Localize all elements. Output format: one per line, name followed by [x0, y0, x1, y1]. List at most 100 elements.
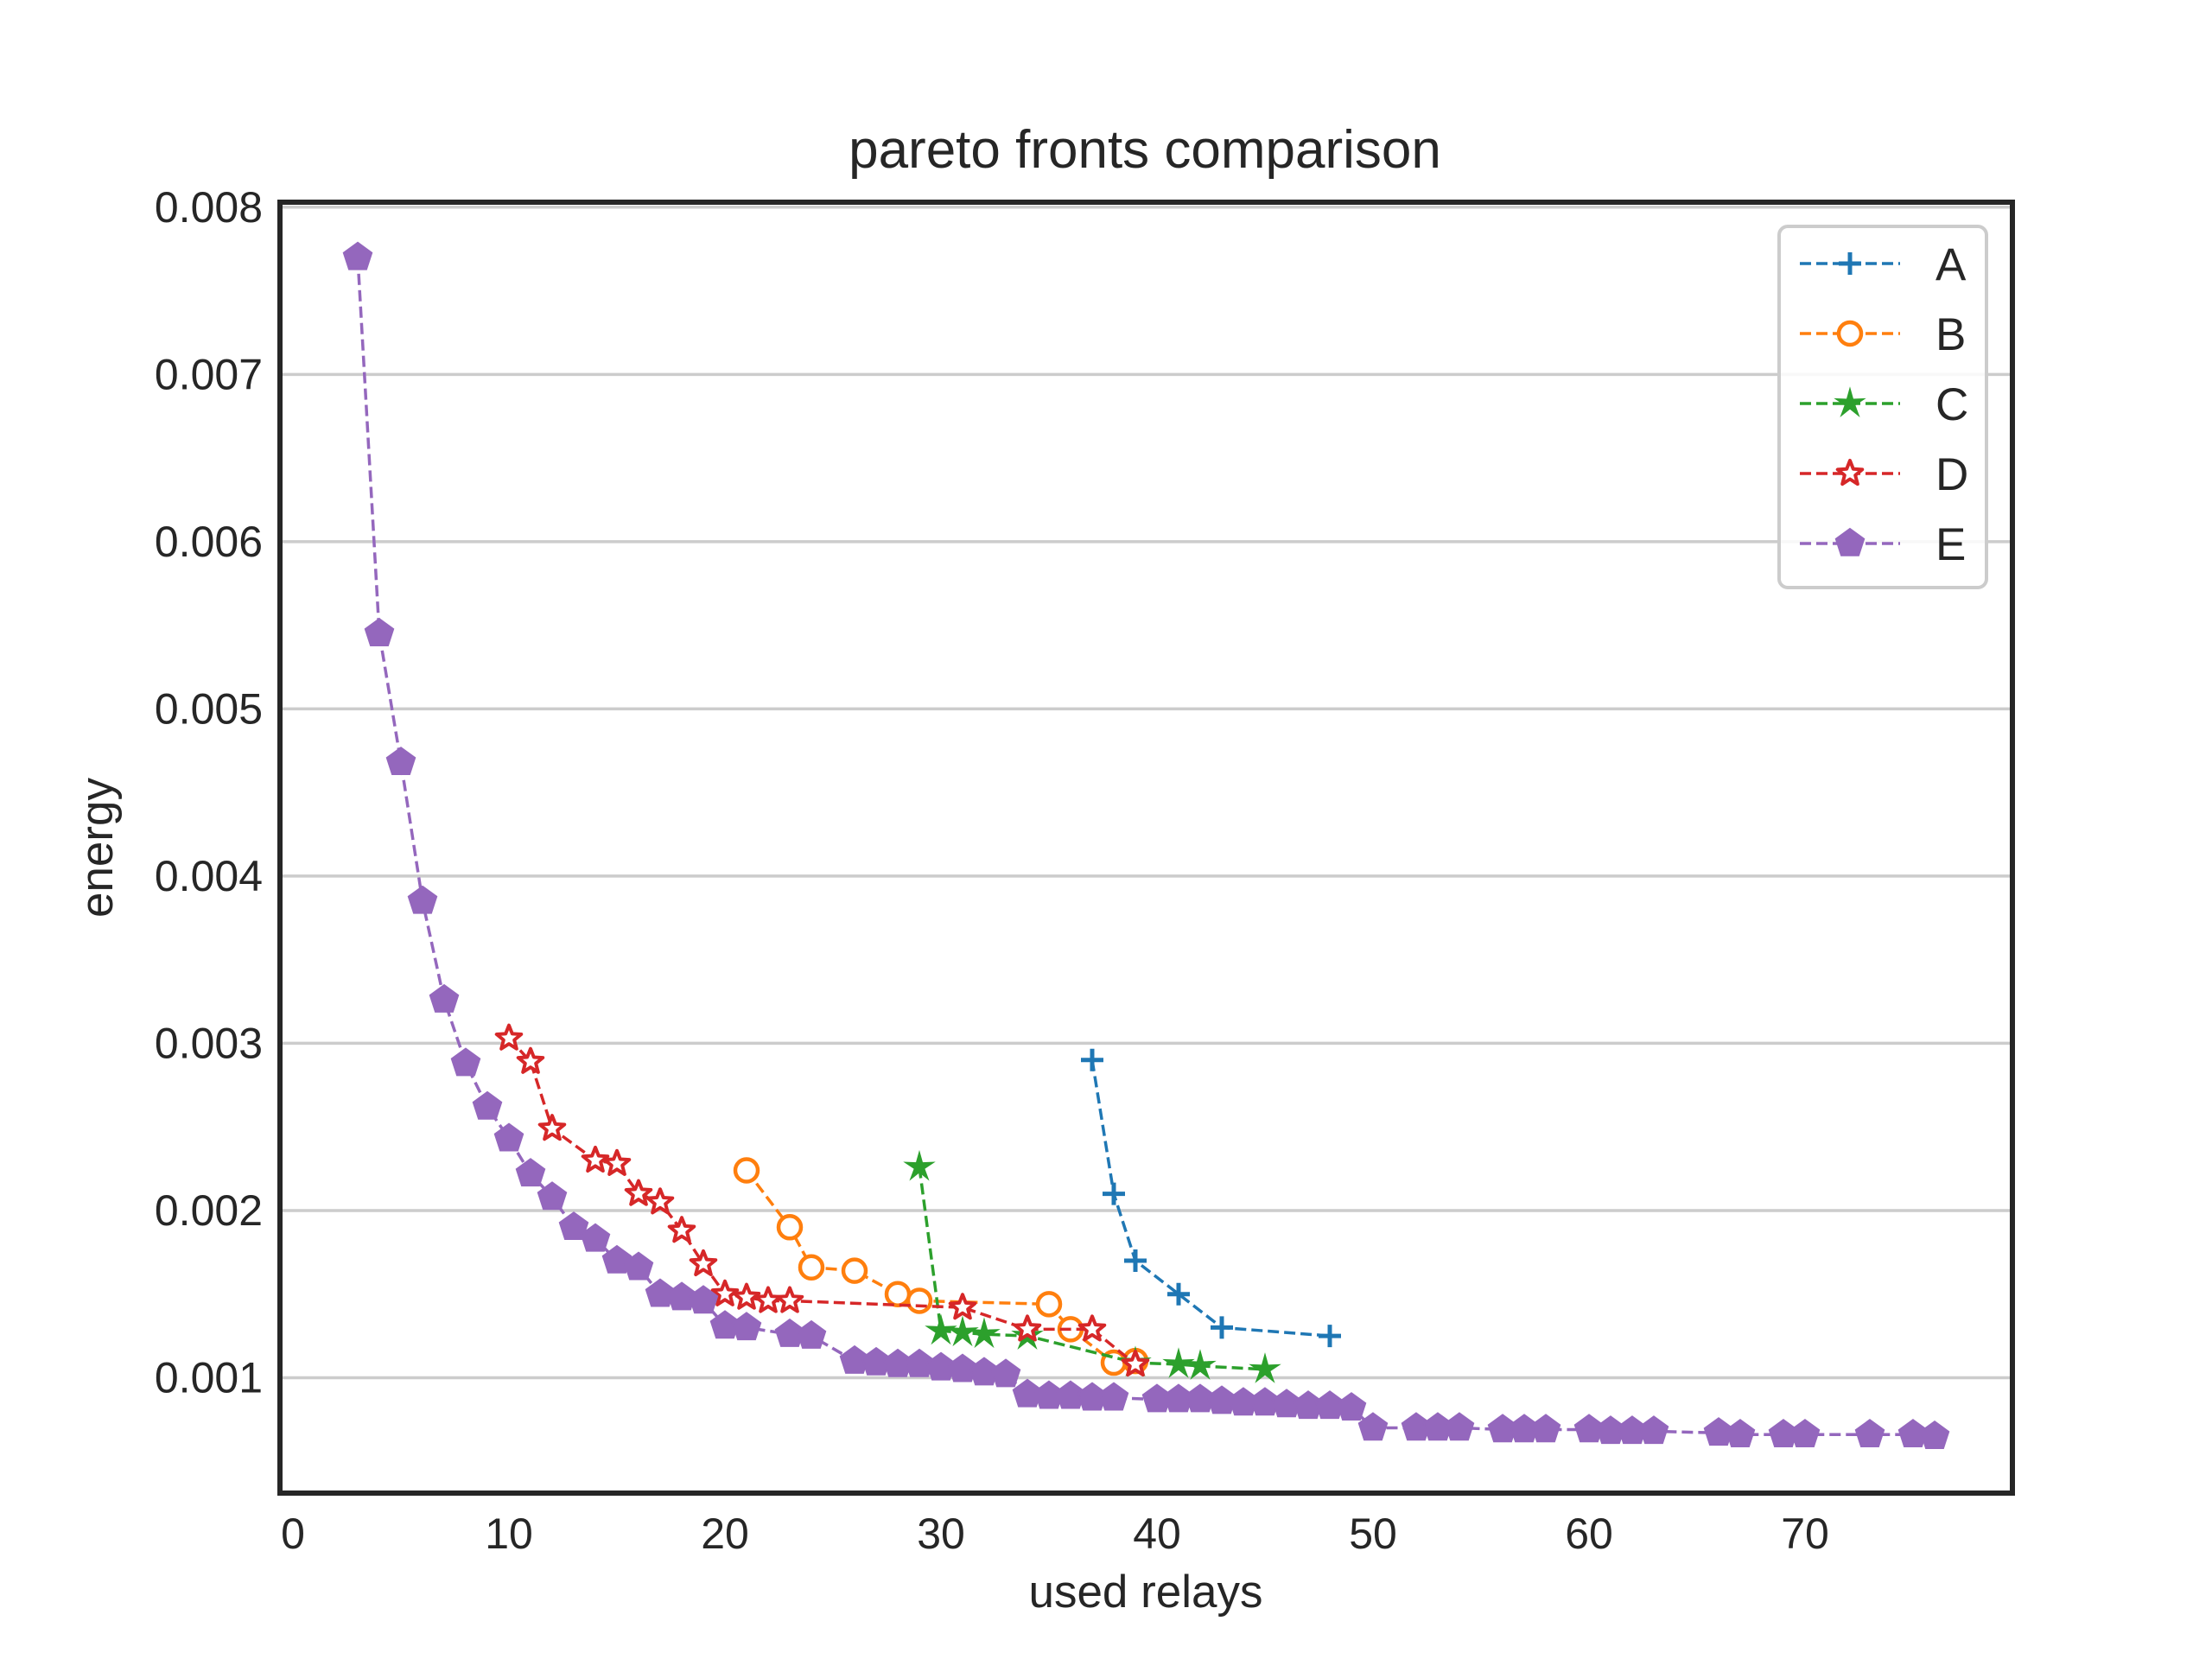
data-point-B [733, 1157, 760, 1184]
data-point-D [516, 1046, 545, 1074]
data-point-C [1162, 1347, 1195, 1378]
data-point-E [666, 1281, 697, 1311]
legend-label: E [1936, 519, 1966, 570]
series-line-D [507, 1037, 1137, 1366]
data-point-D [732, 1282, 761, 1310]
x-tick-label: 60 [1565, 1510, 1613, 1558]
x-tick-labels: 0 10 20 30 40 50 60 70 [281, 1510, 1829, 1558]
x-tick-label: 30 [917, 1510, 965, 1558]
data-point-D [948, 1293, 977, 1320]
legend-marker [1836, 320, 1864, 347]
chart-title: pareto fronts comparison [849, 120, 1441, 180]
data-point-E [429, 983, 460, 1013]
data-point-E [1638, 1415, 1669, 1445]
series-line-C [918, 1166, 1266, 1371]
series-E [342, 241, 1950, 1449]
data-point-D [710, 1279, 740, 1306]
y-tick-label: 0.008 [155, 183, 263, 232]
data-point-A [1081, 1048, 1103, 1071]
x-tick-label: 10 [485, 1510, 533, 1558]
data-point-E [1725, 1419, 1756, 1448]
data-point-B [798, 1254, 825, 1281]
data-point-E [990, 1358, 1021, 1388]
data-point-C [903, 1149, 936, 1181]
data-point-E [580, 1223, 611, 1252]
data-point-E [1357, 1412, 1389, 1441]
data-point-E [558, 1211, 589, 1241]
data-point-D [537, 1114, 567, 1141]
data-point-E [364, 618, 395, 647]
series-line-A [1090, 1059, 1331, 1338]
data-point-D [624, 1179, 653, 1206]
data-point-E [904, 1348, 935, 1377]
data-point-D [1121, 1349, 1150, 1377]
data-point-B [906, 1287, 933, 1314]
data-point-D [775, 1286, 804, 1313]
data-point-E [1444, 1412, 1475, 1441]
y-tick-label: 0.003 [155, 1019, 263, 1067]
data-point-D [602, 1148, 632, 1176]
data-point-C [968, 1317, 1001, 1349]
data-point-E [947, 1353, 978, 1382]
series-A [1081, 1048, 1341, 1348]
data-point-E [623, 1251, 654, 1281]
data-point-D [753, 1286, 783, 1313]
data-point-C [1249, 1352, 1281, 1383]
y-tick-label: 0.002 [155, 1186, 263, 1235]
y-axis-label: energy [72, 777, 123, 918]
data-point-D [581, 1145, 610, 1173]
legend-entry-C: C [1800, 379, 1968, 430]
data-point-C [1184, 1349, 1217, 1380]
data-point-C [925, 1313, 957, 1345]
y-tick-label: 0.001 [155, 1353, 263, 1402]
x-tick-label: 20 [701, 1510, 749, 1558]
data-point-E [342, 241, 373, 270]
series-C [903, 1149, 1281, 1383]
data-point-E [537, 1181, 568, 1211]
data-point-E [407, 885, 438, 914]
data-point-E [515, 1158, 546, 1187]
data-point-E [472, 1090, 503, 1120]
data-point-B [776, 1214, 804, 1241]
data-point-E [1098, 1382, 1129, 1411]
data-point-E [493, 1122, 524, 1152]
legend-entry-D: D [1800, 449, 1968, 500]
legend-marker [1834, 527, 1866, 556]
data-point-A [1211, 1316, 1233, 1339]
data-point-A [1103, 1182, 1125, 1205]
data-point-C [946, 1315, 979, 1347]
legend-entry-B: B [1800, 309, 1966, 360]
data-point-D [494, 1023, 524, 1051]
data-point-E [1530, 1414, 1561, 1443]
x-tick-label: 40 [1133, 1510, 1181, 1558]
data-point-B [884, 1281, 912, 1307]
x-tick-label: 50 [1349, 1510, 1397, 1558]
legend-marker [1839, 252, 1861, 275]
data-point-E [1789, 1419, 1821, 1448]
legend-marker [1835, 459, 1865, 486]
data-point-D [1077, 1314, 1107, 1342]
y-tick-label: 0.005 [155, 684, 263, 733]
legend-label: A [1936, 239, 1967, 290]
data-point-E [645, 1278, 676, 1307]
data-point-E [688, 1285, 719, 1314]
y-tick-labels: 0.001 0.002 0.003 0.004 0.005 0.006 0.007 0.008 [155, 183, 263, 1402]
legend-label: B [1936, 309, 1966, 360]
legend-marker [1834, 386, 1866, 417]
data-point-E [731, 1312, 762, 1341]
series-D [494, 1023, 1150, 1377]
data-point-E [450, 1047, 481, 1077]
legend-label: C [1936, 379, 1968, 430]
data-point-E [1336, 1392, 1367, 1421]
x-axis-label: used relays [1028, 1567, 1262, 1618]
grid-lines [280, 206, 2012, 1380]
data-point-D [1013, 1314, 1042, 1342]
x-tick-label: 0 [281, 1510, 305, 1558]
data-point-E [1854, 1419, 1885, 1448]
data-point-E [1919, 1420, 1950, 1449]
data-point-B [841, 1257, 868, 1284]
data-point-D [645, 1187, 675, 1215]
